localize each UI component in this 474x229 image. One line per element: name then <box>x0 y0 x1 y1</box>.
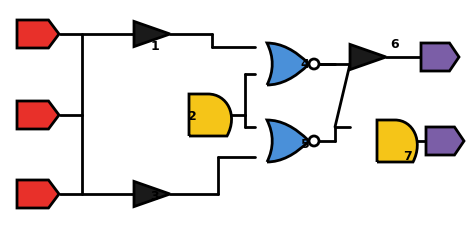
Polygon shape <box>421 43 459 71</box>
Polygon shape <box>426 127 464 155</box>
Text: 2: 2 <box>188 111 196 123</box>
Text: 1: 1 <box>151 41 159 54</box>
Circle shape <box>309 136 319 146</box>
Polygon shape <box>134 21 170 46</box>
Polygon shape <box>17 180 59 208</box>
Text: 6: 6 <box>391 38 399 51</box>
Polygon shape <box>17 101 59 129</box>
Circle shape <box>309 59 319 69</box>
Text: 4: 4 <box>301 57 310 71</box>
Polygon shape <box>17 20 59 48</box>
Text: 5: 5 <box>301 137 310 150</box>
Text: 7: 7 <box>404 150 412 164</box>
PathPatch shape <box>267 120 309 162</box>
PathPatch shape <box>267 43 309 85</box>
PathPatch shape <box>377 120 417 162</box>
Text: 3: 3 <box>151 191 159 204</box>
Polygon shape <box>350 44 386 70</box>
Polygon shape <box>134 181 170 207</box>
PathPatch shape <box>189 94 231 136</box>
